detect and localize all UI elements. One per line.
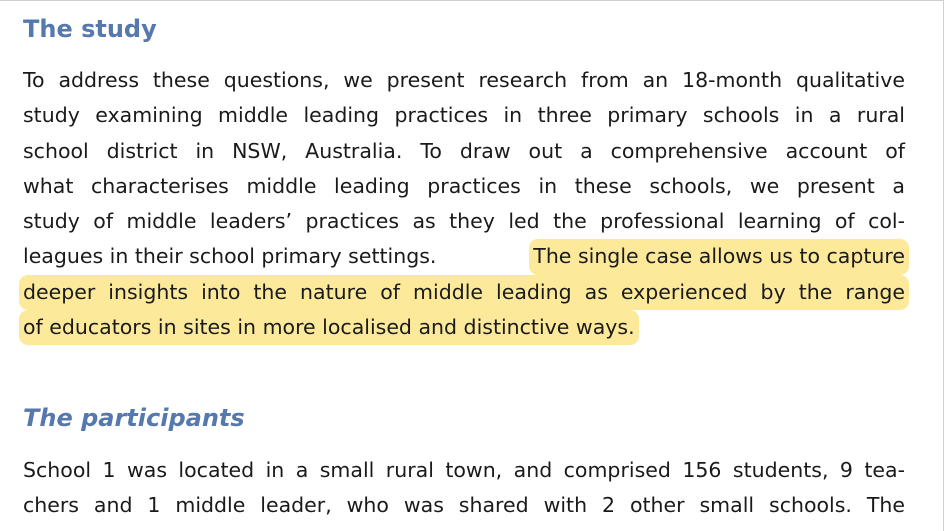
- study-line-6: leagues in their school primary settings…: [23, 239, 909, 275]
- study-line-2: study examining middle leading practices…: [23, 103, 905, 128]
- participants-line-1: School 1 was located in a small rural to…: [23, 458, 905, 482]
- study-line-5: study of middle leaders’ practices as th…: [23, 209, 905, 234]
- study-line-1: To address these questions, we present r…: [23, 68, 905, 92]
- section-heading-the-participants: The participants: [23, 404, 245, 432]
- section-heading-the-study: The study: [23, 15, 157, 43]
- study-line-8: of educators in sites in more localised …: [19, 310, 905, 346]
- study-line-3: school district in NSW, Australia. To dr…: [23, 138, 905, 163]
- highlighted-text-end[interactable]: of educators in sites in more localised …: [19, 310, 639, 346]
- highlighted-text-middle[interactable]: deeper insights into the nature of middl…: [19, 274, 909, 311]
- study-paragraph: To address these questions, we present r…: [19, 63, 909, 346]
- study-line-6-plain: leagues in their school primary settings…: [23, 244, 437, 269]
- participants-paragraph: School 1 was located in a small rural to…: [23, 453, 905, 524]
- study-line-4: what characterises middle leading practi…: [23, 173, 905, 198]
- highlighted-text-start[interactable]: The single case allows us to capture: [529, 239, 909, 275]
- participants-line-2: chers and 1 middle leader, who was share…: [23, 493, 905, 518]
